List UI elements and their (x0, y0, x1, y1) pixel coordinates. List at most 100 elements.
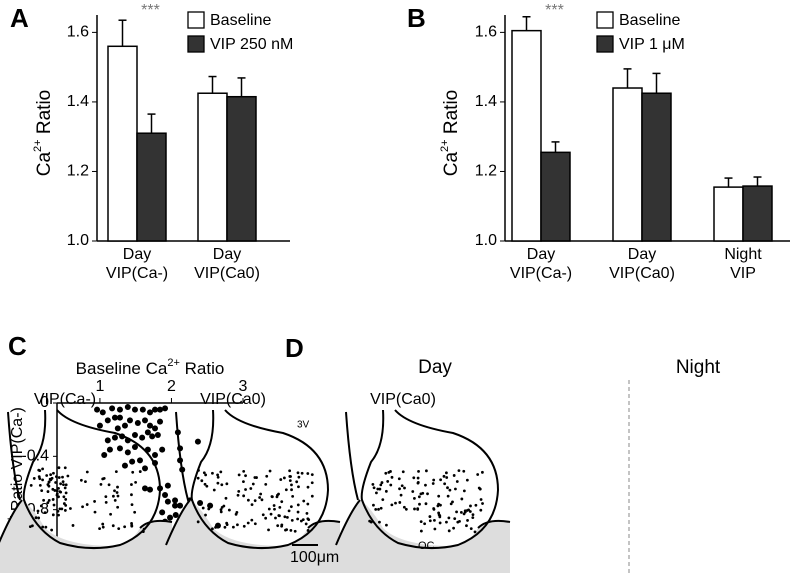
point (141, 417, 148, 424)
point (147, 409, 153, 416)
y-tick-label: 1.4 (475, 93, 497, 110)
point (114, 425, 121, 432)
cell-dot (297, 475, 301, 479)
bar (511, 29, 542, 242)
x-axis-label: Baseline Ca2+ Ratio (76, 357, 225, 379)
cell-dot (219, 470, 223, 474)
cell-dot (220, 483, 224, 487)
cell-dot (47, 498, 51, 502)
cell-dot (109, 512, 112, 516)
legend-label: Baseline (619, 12, 680, 29)
point (131, 432, 138, 438)
cell-dot (204, 513, 207, 517)
cell-dot (251, 482, 255, 486)
cell-dot (197, 468, 200, 472)
cell-dot (131, 470, 135, 474)
cell-dot (296, 471, 300, 475)
x-tick-label: 3 (239, 378, 248, 395)
cell-dot (196, 520, 200, 524)
cell-dot (55, 493, 59, 497)
optic-chiasm (0, 500, 172, 573)
cell-dot (445, 471, 448, 475)
cell-dot (58, 507, 62, 511)
cell-dot (141, 530, 145, 534)
cell-dot (274, 516, 277, 520)
cell-dot (291, 494, 295, 498)
cell-dot (456, 520, 460, 524)
cell-dot (44, 525, 48, 529)
ventricle-wall (345, 411, 359, 501)
cell-dot (453, 517, 457, 521)
cell-dot (445, 476, 449, 479)
point (152, 425, 159, 432)
cell-dot (130, 483, 133, 486)
cell-dot (377, 507, 380, 511)
cell-dot (295, 480, 299, 484)
cell-dot (267, 507, 271, 511)
cell-dot (93, 510, 97, 514)
cell-dot (279, 478, 283, 481)
cell-dot (449, 502, 453, 506)
point (159, 509, 166, 516)
cell-dot (306, 502, 310, 506)
cell-dot (452, 526, 455, 530)
bar (612, 87, 643, 242)
cell-dot (85, 470, 89, 474)
y-axis-label-part: Ca (441, 152, 462, 177)
cell-dot (375, 491, 378, 495)
point (139, 406, 146, 413)
cell-dot (288, 479, 292, 483)
cell-dot (123, 525, 127, 529)
cell-dot (372, 503, 375, 507)
point (101, 452, 108, 458)
chiasm-label: OC (418, 540, 435, 552)
cell-dot (204, 473, 208, 477)
y-tick-label: 1.0 (67, 232, 89, 249)
cell-dot (284, 488, 288, 492)
cell-dot (413, 496, 416, 500)
cell-dot (71, 524, 75, 527)
cell-dot (51, 498, 55, 501)
legend-swatch (596, 11, 614, 29)
cell-dot (455, 480, 459, 483)
cell-dot (398, 501, 402, 504)
cell-dot (57, 513, 60, 517)
point (116, 445, 123, 452)
panel-label: A (10, 3, 29, 33)
panel-title: VIP(Ca0) (370, 391, 436, 408)
y-tick-label: 1.4 (67, 93, 89, 110)
cell-dot (41, 467, 45, 471)
cell-dot (306, 517, 310, 521)
cell-dot (433, 527, 437, 531)
point (164, 498, 171, 505)
cell-dot (447, 516, 451, 520)
cell-dot (402, 505, 406, 509)
cell-dot (64, 491, 68, 495)
cell-dot (469, 504, 472, 508)
cell-dot (130, 493, 133, 497)
cell-dot (479, 508, 483, 512)
point (152, 406, 159, 413)
cell-dot (379, 506, 383, 510)
cell-dot (416, 507, 420, 511)
x-tick-label: 2 (167, 378, 176, 395)
cell-dot (246, 498, 250, 502)
cell-dot (264, 482, 268, 486)
cell-dot (246, 521, 250, 525)
cell-dot (64, 498, 68, 501)
cell-dot (286, 515, 289, 519)
point (164, 482, 171, 489)
cell-dot (282, 476, 286, 480)
cell-dot (51, 513, 55, 517)
point (172, 497, 179, 504)
cell-dot (381, 498, 385, 502)
cell-dot (284, 528, 287, 532)
cell-dot (62, 495, 66, 499)
cell-dot (207, 507, 211, 511)
point (116, 406, 123, 413)
point (144, 429, 151, 436)
cell-dot (202, 471, 206, 475)
cell-dot (469, 527, 473, 531)
cell-dot (49, 473, 53, 477)
